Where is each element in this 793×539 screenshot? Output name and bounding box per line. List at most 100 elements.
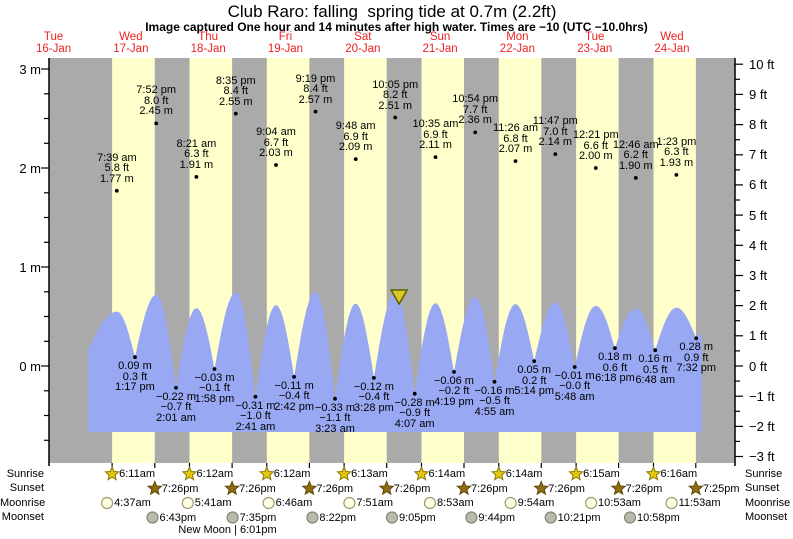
moonrise-row-label-left: Moonrise xyxy=(0,497,46,509)
tide-low-annotation: −0.31 m −1.0 ft 2:41 am xyxy=(235,399,276,433)
tide-low-annotation: −0.06 m −0.2 ft 4:19 pm xyxy=(433,374,474,408)
tide-high-annotation: 9:19 pm 8.4 ft 2.57 m xyxy=(295,72,336,106)
tide-low-annotation: 0.16 m 0.5 ft 6:48 am xyxy=(635,353,676,387)
tide-high-annotation: 7:52 pm 8.0 ft 2.45 m xyxy=(136,84,177,118)
sunset-time: 7:26pm xyxy=(161,482,199,495)
moonrise-time: 7:51am xyxy=(356,497,394,509)
moonset-time: 7:35pm xyxy=(239,511,277,524)
moonrise-time: 10:53am xyxy=(598,497,641,509)
tide-low-annotation: −0.11 m −0.4 ft 2:42 pm xyxy=(274,379,315,413)
tide-high-dot xyxy=(593,166,598,170)
tide-high-dot xyxy=(194,175,199,179)
sunrise-time: 6:14am xyxy=(428,468,466,480)
moonset-time: 10:58pm xyxy=(636,511,680,524)
sunset-star-icon xyxy=(224,480,240,496)
tide-high-annotation: 11:26 am 6.8 ft 2.07 m xyxy=(492,122,539,156)
tide-high-annotation: 8:21 am 6.3 ft 1.91 m xyxy=(176,137,217,171)
tide-high-annotation: 1:23 pm 6.3 ft 1.93 m xyxy=(656,135,697,169)
moonset-row-label-right: Moonset xyxy=(745,511,788,523)
right-axis-tick-label: 1 ft xyxy=(749,328,768,344)
sunset-time: 7:26pm xyxy=(625,482,663,495)
tide-low-dot xyxy=(572,365,577,369)
tide-high-dot xyxy=(353,157,358,162)
day-label: Sun 21-Jan xyxy=(422,31,458,55)
moonset-time: 8:22pm xyxy=(319,511,357,524)
moonrise-time: 9:54am xyxy=(517,497,555,509)
right-axis-tick-label: 8 ft xyxy=(749,117,768,133)
sunset-time: 7:26pm xyxy=(548,482,585,495)
sunset-star-icon xyxy=(378,480,395,496)
sunset-time: 7:26pm xyxy=(470,482,508,495)
tide-low-annotation: 0.28 m 0.9 ft 7:32 pm xyxy=(676,341,717,375)
sunrise-time: 6:12am xyxy=(196,468,234,480)
tide-low-dot xyxy=(653,348,658,353)
sunset-star-icon xyxy=(533,480,550,496)
right-axis-tick-label: 6 ft xyxy=(749,177,768,193)
sunrise-star-icon xyxy=(336,465,353,481)
moonrise-circle-icon xyxy=(665,496,678,510)
moonrise-circle-icon xyxy=(181,496,194,510)
moonset-circle-icon xyxy=(306,511,319,524)
sunrise-time: 6:12am xyxy=(273,468,311,480)
tide-high-annotation: 10:54 pm 7.7 ft 2.36 m xyxy=(452,93,499,127)
right-axis-tick-label: 0 ft xyxy=(749,358,768,374)
tide-low-annotation: −0.12 m −0.4 ft 3:28 pm xyxy=(353,380,394,414)
sunset-time: 7:25pm xyxy=(702,482,740,495)
right-axis-tick-label: 9 ft xyxy=(749,86,768,102)
new-moon-label: New Moon | 6:01pm xyxy=(178,524,277,536)
day-label: Tue 23-Jan xyxy=(577,31,613,55)
moonrise-time: 11:53am xyxy=(678,497,721,509)
moonrise-circle-icon xyxy=(262,496,275,510)
tide-low-annotation: −0.28 m −0.9 ft 4:07 am xyxy=(394,396,435,430)
moonrise-time: 5:41am xyxy=(194,497,232,509)
tide-low-dot xyxy=(372,376,376,380)
tide-high-dot xyxy=(473,130,478,135)
sunset-star-icon xyxy=(687,480,704,496)
current-time-marker-icon xyxy=(389,289,409,306)
tide-low-annotation: −0.33 m −1.1 ft 3:23 am xyxy=(314,401,356,435)
moonrise-circle-icon xyxy=(343,496,356,510)
sunset-star-icon xyxy=(301,480,318,496)
tide-high-dot xyxy=(433,155,438,160)
left-axis-tick-label: 0 m xyxy=(19,358,41,374)
sunset-row-label-right: Sunset xyxy=(745,482,780,494)
moonrise-circle-icon xyxy=(100,496,114,510)
tide-low-dot xyxy=(253,394,258,399)
tide-high-annotation: 7:39 am 5.8 ft 1.77 m xyxy=(96,151,137,185)
tide-high-annotation: 12:21 pm 6.6 ft 2.00 m xyxy=(572,129,619,162)
right-axis-tick-label: −3 ft xyxy=(749,449,775,465)
moonrise-circle-icon xyxy=(423,496,437,510)
moonset-circle-icon xyxy=(146,511,159,524)
tide-low-annotation: 0.05 m 0.2 ft 5:14 pm xyxy=(514,364,555,398)
chart-title: Club Raro: falling spring tide at 0.7m (… xyxy=(227,2,557,21)
moonrise-row-label-right: Moonrise xyxy=(745,497,791,509)
moonrise-circle-icon xyxy=(504,496,517,510)
tide-low-dot xyxy=(174,385,178,390)
day-label: Tue 16-Jan xyxy=(36,31,72,55)
moonset-time: 9:44pm xyxy=(478,511,516,524)
sunrise-star-icon xyxy=(413,465,430,481)
tide-low-dot xyxy=(452,370,456,374)
tide-low-dot xyxy=(532,359,537,363)
moonset-circle-icon xyxy=(385,511,399,524)
sunset-time: 7:26pm xyxy=(239,482,276,495)
tide-low-annotation: 0.18 m 0.6 ft 6:18 pm xyxy=(595,351,635,385)
sunrise-time: 6:13am xyxy=(351,468,388,480)
tide-high-dot xyxy=(513,159,518,164)
moonset-time: 9:05pm xyxy=(399,511,436,524)
right-axis-tick-label: 2 ft xyxy=(749,298,768,314)
sunrise-star-icon xyxy=(104,465,121,481)
sunrise-star-icon xyxy=(258,465,275,481)
tide-high-dot xyxy=(154,121,159,126)
tide-high-dot xyxy=(274,163,278,167)
sunrise-row-label-right: Sunrise xyxy=(745,468,783,480)
moonset-row-label-left: Moonset xyxy=(1,511,44,523)
day-label: Mon 22-Jan xyxy=(499,31,535,55)
sunrise-time: 6:11am xyxy=(119,468,155,480)
tide-low-dot xyxy=(492,379,497,384)
tide-low-annotation: −0.03 m −0.1 ft 1:58 pm xyxy=(194,371,235,405)
tide-high-dot xyxy=(114,188,119,193)
tide-low-dot xyxy=(333,396,337,401)
tide-low-dot xyxy=(212,367,217,371)
